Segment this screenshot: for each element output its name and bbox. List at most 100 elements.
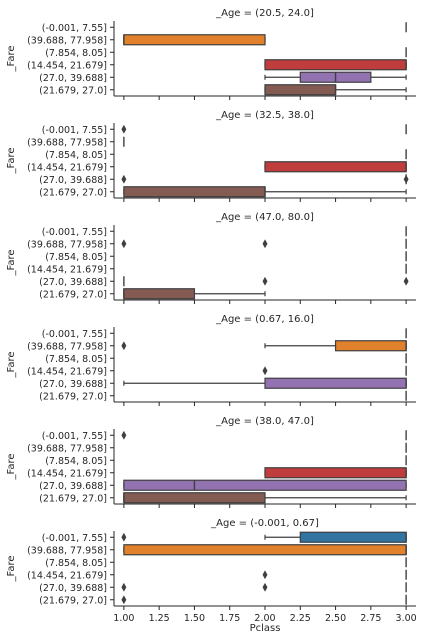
- panel-title: _Age = (0.67, 16.0]: [215, 314, 314, 325]
- y-tick-label: (14.454, 21.679]: [27, 264, 107, 275]
- outlier-marker: [121, 430, 127, 440]
- panel-5: _Age = (38.0, 47.0] _Fare (-0.001, 7.55](3…: [6, 416, 416, 508]
- x-tick-label: 1.50: [184, 613, 205, 624]
- y-axis-label: _Fare: [6, 45, 17, 72]
- y-axis-label: _Fare: [6, 453, 17, 480]
- box-(21.679, 27.0]: [121, 594, 407, 605]
- box-iqr: [123, 492, 266, 504]
- y-tick-label: (21.679, 27.0]: [39, 595, 107, 606]
- y-axis-label: _Fare: [6, 147, 17, 174]
- box-(39.688, 77.958]: [123, 544, 407, 556]
- y-tick-label: (39.688, 77.958]: [27, 137, 107, 148]
- y-tick-label: (27.0, 39.688]: [39, 583, 107, 594]
- x-axis-label: Pclass: [250, 623, 281, 634]
- panel-title: _Age = (20.5, 24.0]: [215, 8, 314, 19]
- y-tick-label: (14.454, 21.679]: [27, 570, 107, 581]
- y-tick-label: (21.679, 27.0]: [39, 187, 107, 198]
- box-iqr: [264, 377, 407, 389]
- box-(39.688, 77.958]: [123, 34, 266, 46]
- panel-2: _Age = (32.5, 38.0] _Fare (-0.001, 7.55](3…: [6, 110, 416, 202]
- box-iqr: [264, 84, 337, 96]
- box-iqr: [264, 161, 407, 173]
- outlier-marker: [262, 570, 268, 580]
- panel-6: _Age = (-0.001, 0.67] _Fare (-0.001, 7.55]…: [6, 518, 417, 624]
- y-tick-label: (7.854, 8.05]: [45, 150, 107, 161]
- box-(27.0, 39.688]: [123, 276, 409, 287]
- y-tick-label: (39.688, 77.958]: [27, 341, 107, 352]
- y-tick-label: (39.688, 77.958]: [27, 35, 107, 46]
- x-tick-label: 2.00: [254, 613, 275, 624]
- outlier-marker: [403, 276, 409, 286]
- y-axis-label: _Fare: [6, 351, 17, 378]
- box-iqr: [123, 288, 196, 300]
- box-(27.0, 39.688]: [123, 377, 407, 389]
- box-(14.454, 21.679]: [264, 59, 407, 71]
- box-iqr: [123, 479, 407, 491]
- outlier-marker: [262, 582, 268, 592]
- y-tick-label: (27.0, 39.688]: [39, 277, 107, 288]
- outlier-marker: [121, 239, 127, 249]
- y-tick-label: (21.679, 27.0]: [39, 289, 107, 300]
- box-(-0.001, 7.55]: [121, 430, 407, 441]
- x-tick-label: 2.50: [325, 613, 346, 624]
- box-iqr: [299, 531, 407, 543]
- y-tick-label: (-0.001, 7.55]: [42, 431, 107, 442]
- box-(21.679, 27.0]: [123, 288, 266, 300]
- outlier-marker: [121, 532, 127, 542]
- box-iqr: [264, 467, 407, 479]
- x-tick-label: 2.25: [290, 613, 311, 624]
- box-(27.0, 39.688]: [121, 174, 409, 185]
- y-tick-label: (7.854, 8.05]: [45, 48, 107, 59]
- y-tick-label: (-0.001, 7.55]: [42, 125, 107, 136]
- box-(21.679, 27.0]: [123, 492, 407, 504]
- panel-title: _Age = (38.0, 47.0]: [215, 416, 314, 427]
- box-iqr: [334, 340, 407, 352]
- chart-panels: _Age = (20.5, 24.0]_Fare(-0.001, 7.55](3…: [6, 8, 417, 624]
- box-iqr: [123, 34, 266, 46]
- outlier-marker: [262, 366, 268, 376]
- y-tick-label: (39.688, 77.958]: [27, 443, 107, 454]
- box-(27.0, 39.688]: [123, 479, 407, 491]
- y-tick-label: (27.0, 39.688]: [39, 481, 107, 492]
- y-tick-label: (27.0, 39.688]: [39, 379, 107, 390]
- x-tick-label: 1.25: [149, 613, 170, 624]
- box-(39.688, 77.958]: [121, 238, 407, 249]
- box-(27.0, 39.688]: [121, 582, 407, 593]
- box-(14.454, 21.679]: [262, 569, 407, 580]
- y-tick-label: (-0.001, 7.55]: [42, 533, 107, 544]
- box-(14.454, 21.679]: [262, 365, 407, 376]
- box-(27.0, 39.688]: [264, 71, 407, 83]
- panel-title: _Age = (47.0, 80.0]: [215, 212, 314, 223]
- outlier-marker: [121, 582, 127, 592]
- outlier-marker: [262, 239, 268, 249]
- y-tick-label: (39.688, 77.958]: [27, 545, 107, 556]
- y-axis-label: _Fare: [6, 249, 17, 276]
- y-tick-label: (-0.001, 7.55]: [42, 227, 107, 238]
- box-iqr: [123, 544, 407, 556]
- box-iqr: [123, 186, 266, 198]
- y-tick-label: (14.454, 21.679]: [27, 366, 107, 377]
- box-(14.454, 21.679]: [264, 161, 407, 173]
- outlier-marker: [121, 341, 127, 351]
- y-tick-label: (-0.001, 7.55]: [42, 329, 107, 340]
- box-(39.688, 77.958]: [121, 340, 407, 352]
- box-(-0.001, 7.55]: [121, 124, 407, 135]
- x-tick-label: 1.00: [113, 613, 134, 624]
- y-tick-label: (14.454, 21.679]: [27, 60, 107, 71]
- x-tick-label: 3.00: [396, 613, 417, 624]
- outlier-marker: [121, 174, 127, 184]
- outlier-marker: [121, 595, 127, 605]
- box-(-0.001, 7.55]: [121, 531, 407, 543]
- x-tick-label: 1.75: [219, 613, 240, 624]
- box-iqr: [264, 59, 407, 71]
- y-tick-label: (-0.001, 7.55]: [42, 23, 107, 34]
- y-tick-label: (27.0, 39.688]: [39, 175, 107, 186]
- y-tick-label: (39.688, 77.958]: [27, 239, 107, 250]
- y-tick-label: (27.0, 39.688]: [39, 73, 107, 84]
- y-tick-label: (21.679, 27.0]: [39, 493, 107, 504]
- outlier-marker: [403, 174, 409, 184]
- y-axis-label: _Fare: [6, 555, 17, 582]
- panel-title: _Age = (-0.001, 0.67]: [210, 518, 319, 529]
- box-(21.679, 27.0]: [123, 186, 407, 198]
